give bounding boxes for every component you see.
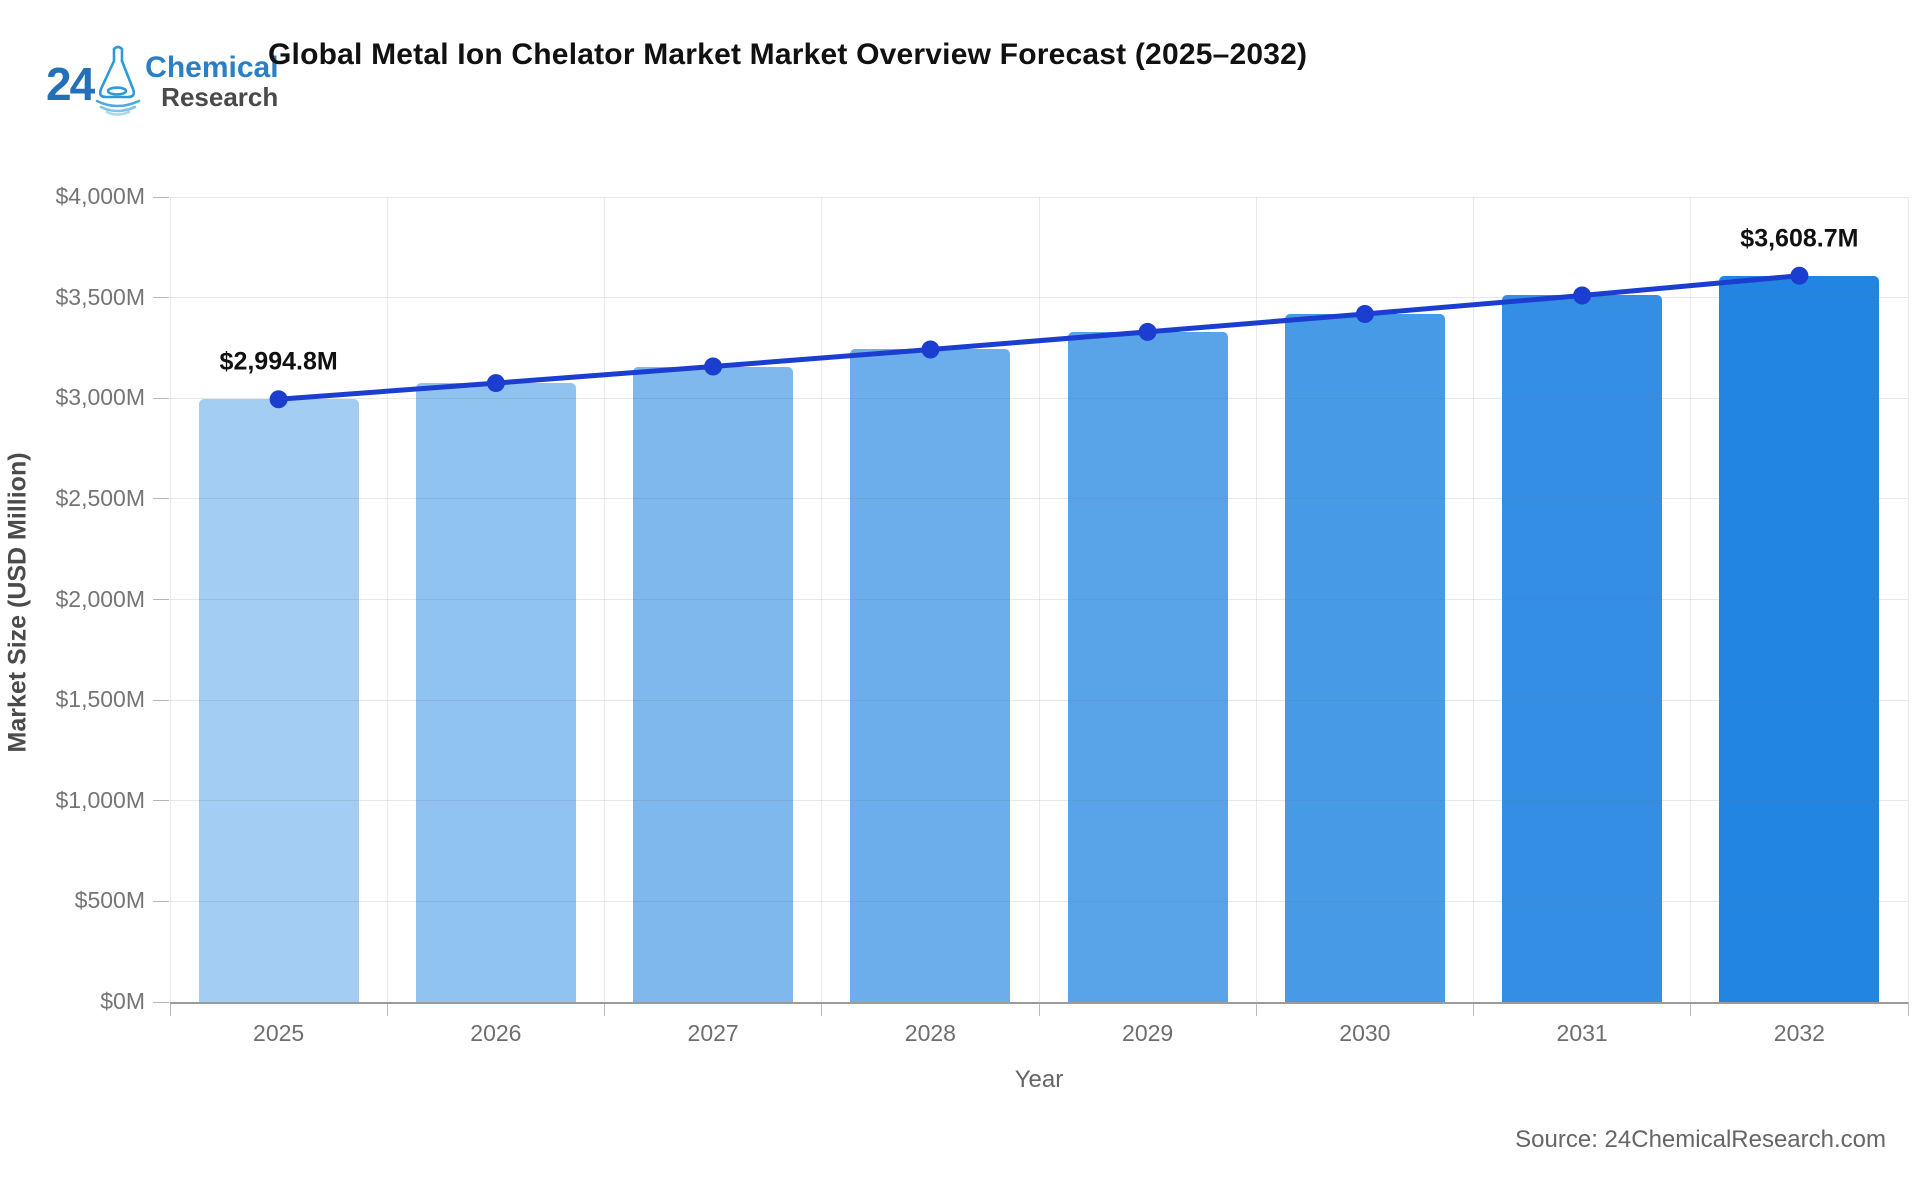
data-point-2030 <box>1355 305 1374 323</box>
x-tick-mark <box>386 1002 388 1016</box>
x-tick-mark <box>1038 1002 1040 1016</box>
y-tick-label: $2,500M <box>55 484 145 511</box>
grid-line-h <box>170 699 1908 701</box>
grid-line-v <box>604 197 605 1002</box>
y-tick-mark <box>153 699 169 701</box>
grid-line-h <box>170 498 1908 500</box>
x-tick-label: 2025 <box>253 1020 305 1046</box>
data-label-first: $2,994.8M <box>219 347 338 376</box>
data-point-2031 <box>1573 286 1592 305</box>
x-tick-label: 2031 <box>1556 1020 1608 1046</box>
grid-line-v <box>1907 197 1909 1002</box>
grid-line-v <box>1690 197 1692 1002</box>
y-tick-mark <box>153 498 169 500</box>
data-point-2032 <box>1790 266 1809 285</box>
chart-title: Global Metal Ion Chelator Market Market … <box>268 38 1308 71</box>
flask-icon <box>95 45 141 116</box>
x-tick-mark <box>1255 1002 1257 1016</box>
grid-line-v <box>169 197 171 1002</box>
logo: 24 Chemical Research <box>46 40 279 120</box>
grid-line-h <box>170 397 1908 399</box>
x-tick-label: 2032 <box>1773 1020 1825 1046</box>
logo-chemical-text: Chemical <box>145 51 279 85</box>
bar-2030 <box>1284 313 1445 1002</box>
y-tick-mark <box>153 900 169 902</box>
x-axis-title: Year <box>1014 1066 1064 1093</box>
y-tick-label: $2,000M <box>55 585 145 612</box>
x-tick-mark <box>1907 1002 1909 1016</box>
y-tick-mark <box>153 297 169 299</box>
grid-line-v <box>1038 197 1040 1002</box>
y-tick-label: $0M <box>100 988 145 1014</box>
y-tick-mark <box>153 1001 169 1003</box>
grid-line-v <box>386 197 388 1002</box>
data-point-2026 <box>486 374 505 393</box>
logo-text: Chemical Research <box>145 53 278 110</box>
bar-2029 <box>1067 331 1228 1002</box>
grid-line-h <box>170 297 1908 299</box>
grid-line-v <box>1473 197 1474 1002</box>
logo-research-text: Research <box>161 82 279 113</box>
data-point-2028 <box>921 340 940 359</box>
data-label-last: $3,608.7M <box>1740 224 1859 253</box>
bar-2031 <box>1502 295 1663 1002</box>
logo-24-text: 24 <box>46 58 95 110</box>
y-tick-mark <box>153 800 169 802</box>
y-tick-mark <box>153 599 169 600</box>
x-tick-mark <box>604 1002 605 1016</box>
y-tick-label: $1,000M <box>55 786 145 813</box>
grid-line-h <box>170 196 1908 198</box>
grid-line-h <box>170 900 1908 902</box>
data-point-2025 <box>269 390 288 409</box>
y-tick-label: $500M <box>74 887 145 914</box>
grid-line-v <box>1255 197 1257 1002</box>
x-tick-mark <box>821 1002 823 1016</box>
x-tick-mark <box>1473 1002 1474 1016</box>
grid-line-h <box>170 599 1908 600</box>
y-tick-mark <box>153 397 169 399</box>
grid-line-v <box>821 197 823 1002</box>
x-tick-mark <box>169 1002 171 1016</box>
x-tick-label: 2026 <box>470 1020 522 1046</box>
x-tick-label: 2030 <box>1339 1020 1391 1046</box>
bar-2025 <box>198 399 359 1002</box>
data-point-2027 <box>704 357 723 376</box>
grid-line-h <box>170 800 1908 802</box>
x-axis-line <box>170 1002 1908 1004</box>
y-tick-label: $1,500M <box>55 686 145 713</box>
x-tick-mark <box>1690 1002 1692 1016</box>
y-tick-mark <box>153 196 169 198</box>
x-tick-label: 2029 <box>1122 1020 1174 1046</box>
y-tick-label: $3,000M <box>55 384 145 411</box>
trend-line <box>278 273 1800 402</box>
data-point-2029 <box>1138 322 1157 341</box>
y-tick-label: $4,000M <box>55 183 145 209</box>
x-tick-label: 2028 <box>904 1020 956 1046</box>
bar-2028 <box>850 349 1011 1002</box>
x-tick-label: 2027 <box>687 1020 739 1046</box>
y-tick-label: $3,500M <box>55 283 145 310</box>
bar-2026 <box>415 383 576 1002</box>
bar-2027 <box>633 366 794 1002</box>
bar-2032 <box>1719 275 1880 1002</box>
source-text: Source: 24ChemicalResearch.com <box>1515 1126 1886 1153</box>
